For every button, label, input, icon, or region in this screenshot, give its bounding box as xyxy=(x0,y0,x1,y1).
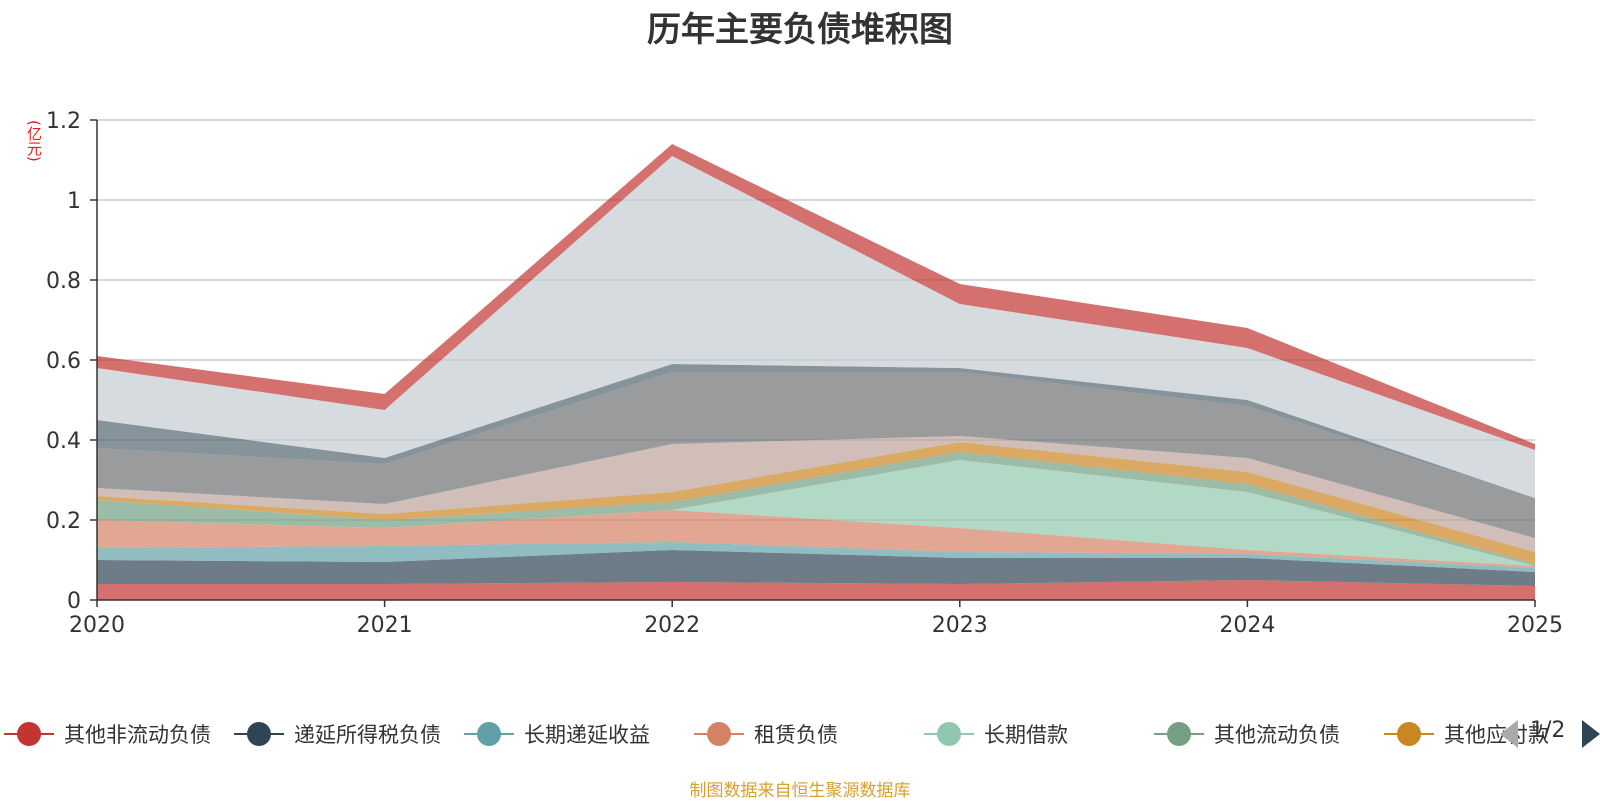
area-递延所得税负债[interactable] xyxy=(97,550,1535,586)
legend-label: 其他应付款 xyxy=(1444,723,1549,747)
y-tick-label: 0.2 xyxy=(46,509,81,534)
area-租赁负债[interactable] xyxy=(97,510,1535,568)
legend-label: 长期递延收益 xyxy=(524,723,650,747)
legend-marker-icon xyxy=(1397,722,1421,746)
x-tick-label: 2020 xyxy=(69,613,125,638)
x-tick-label: 2021 xyxy=(357,613,413,638)
x-tick-label: 2024 xyxy=(1219,613,1275,638)
area-其他流动负债[interactable] xyxy=(97,452,1535,566)
y-tick-label: 0.4 xyxy=(46,429,81,454)
legend-swatch xyxy=(464,722,514,746)
axes: 0 0.2 0.4 0.6 0.8 1 1.2 2020 2021 2022 2023 2024 202… xyxy=(46,109,1563,638)
legend-label: 其他流动负债 xyxy=(1214,723,1340,747)
legend-label: 租赁负债 xyxy=(754,723,838,747)
area-长期借款[interactable] xyxy=(97,460,1535,566)
legend-item[interactable]: 长期递延收益 xyxy=(464,716,650,752)
legend-marker-icon xyxy=(247,722,271,746)
x-tick-label: 2023 xyxy=(932,613,988,638)
area-短期借款[interactable] xyxy=(97,156,1535,498)
legend-item[interactable]: 其他非流动负债 xyxy=(4,716,211,752)
area-series xyxy=(97,144,1535,600)
legend-marker-icon xyxy=(937,722,961,746)
legend-swatch xyxy=(924,722,974,746)
legend: 其他非流动负债 递延所得税负债 长期递延收益 租赁负债 长期借款 其他流动负债 其他应付款 xyxy=(0,716,1600,752)
area-其他非流动负债[interactable] xyxy=(97,580,1535,600)
stacked-area-chart: 0 0.2 0.4 0.6 0.8 1 1.2 2020 2021 2022 2023 2024 202… xyxy=(46,109,1563,638)
area-应付职工薪酬[interactable] xyxy=(97,436,1535,552)
y-tick-label: 0 xyxy=(67,589,81,614)
legend-swatch xyxy=(1154,722,1204,746)
chart-title: 历年主要负债堆积图 xyxy=(647,10,953,50)
data-source-note: 制图数据来自恒生聚源数据库 xyxy=(689,781,911,801)
legend-swatch xyxy=(4,722,54,746)
legend-marker-icon xyxy=(17,722,41,746)
x-tick-label: 2022 xyxy=(644,613,700,638)
area-其他应付款[interactable] xyxy=(97,442,1535,564)
legend-label: 递延所得税负债 xyxy=(294,723,441,747)
y-axis-unit-label: (亿元) xyxy=(25,120,43,162)
legend-prev-page-icon[interactable] xyxy=(1500,720,1518,748)
legend-marker-icon xyxy=(1167,722,1191,746)
legend-swatch xyxy=(694,722,744,746)
legend-page-indicator: 1/2 xyxy=(1530,718,1566,743)
legend-item[interactable]: 租赁负债 xyxy=(694,716,838,752)
y-tick-label: 1.2 xyxy=(46,109,81,134)
y-tick-label: 1 xyxy=(67,189,81,214)
legend-next-page-icon[interactable] xyxy=(1582,720,1600,748)
area-长期递延收益[interactable] xyxy=(97,542,1535,572)
y-tick-label: 0.8 xyxy=(46,269,81,294)
area-应付账款[interactable] xyxy=(97,372,1535,538)
legend-marker-icon xyxy=(707,722,731,746)
legend-item[interactable]: 递延所得税负债 xyxy=(234,716,441,752)
legend-marker-icon xyxy=(477,722,501,746)
x-tick-label: 2025 xyxy=(1507,613,1563,638)
legend-item[interactable]: 长期借款 xyxy=(924,716,1068,752)
legend-swatch xyxy=(1384,722,1434,746)
legend-swatch xyxy=(234,722,284,746)
legend-label: 长期借款 xyxy=(984,723,1068,747)
legend-item[interactable]: 其他应付款 xyxy=(1384,716,1549,752)
legend-label: 其他非流动负债 xyxy=(64,723,211,747)
y-tick-label: 0.6 xyxy=(46,349,81,374)
legend-item[interactable]: 其他流动负债 xyxy=(1154,716,1340,752)
